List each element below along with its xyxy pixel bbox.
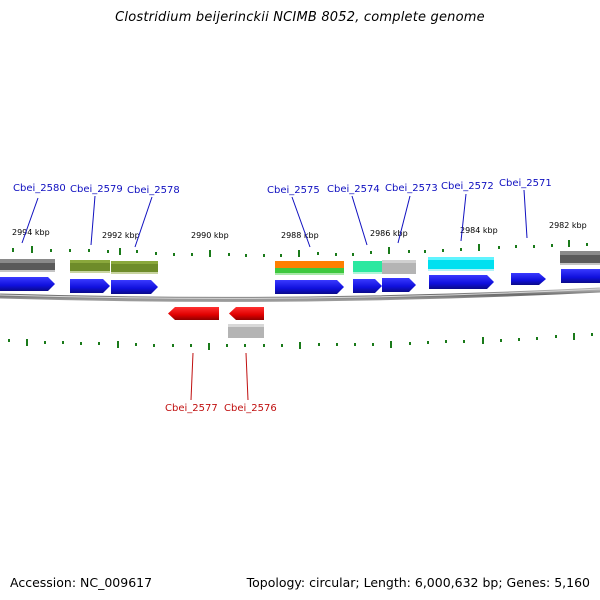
gene-labels-forward: Cbei_2580 Cbei_2579 Cbei_2578 Cbei_2575 … (13, 178, 552, 196)
cds-forward-arrow[interactable] (275, 280, 344, 294)
genome-summary: Topology: circular; Length: 6,000,632 bp… (246, 575, 590, 590)
feature-bar-silver (382, 260, 416, 274)
scale-label: 2990 kbp (191, 231, 229, 240)
label-leader-lines (21, 189, 528, 401)
scale-label: 2994 kbp (12, 228, 50, 237)
cds-forward-arrow[interactable] (111, 280, 158, 294)
feature-bar-orange (275, 261, 344, 268)
scale-label: 2992 kbp (102, 231, 140, 240)
cds-forward-arrow[interactable] (0, 277, 55, 291)
genome-backbone (0, 287, 600, 302)
gene-label[interactable]: Cbei_2575 (267, 185, 320, 196)
gene-label[interactable]: Cbei_2580 (13, 183, 66, 194)
feature-bar-silver (228, 324, 264, 338)
accession-label: Accession: NC_009617 (10, 575, 153, 590)
feature-track-upper (0, 251, 600, 275)
cds-reverse-arrow[interactable] (229, 307, 264, 320)
cds-forward-arrow[interactable] (511, 273, 546, 285)
lower-tick-row (8, 333, 593, 350)
gene-label[interactable]: Cbei_2576 (224, 403, 277, 414)
reverse-cds-track (168, 307, 264, 338)
feature-bar-teal (353, 261, 382, 274)
scale-labels: 2994 kbp 2992 kbp 2990 kbp 2988 kbp 2986… (12, 221, 587, 240)
cds-forward-arrow[interactable] (70, 279, 110, 293)
gene-label[interactable]: Cbei_2573 (385, 183, 438, 194)
map-title: Clostridium beijerinckii NCIMB 8052, com… (115, 10, 485, 25)
gene-labels-reverse: Cbei_2577 Cbei_2576 (165, 403, 277, 414)
gene-label[interactable]: Cbei_2571 (499, 178, 552, 189)
scale-label: 2988 kbp (281, 231, 319, 240)
feature-bar-green (275, 268, 344, 275)
gene-label[interactable]: Cbei_2579 (70, 184, 123, 195)
forward-cds-track (0, 269, 600, 294)
cds-reverse-arrow[interactable] (168, 307, 219, 320)
cds-forward-arrow[interactable] (382, 278, 416, 292)
cds-forward-arrow[interactable] (561, 269, 600, 283)
scale-label: 2986 kbp (370, 229, 408, 238)
gene-label[interactable]: Cbei_2572 (441, 181, 494, 192)
feature-bar-olive (111, 261, 158, 274)
gene-label[interactable]: Cbei_2574 (327, 184, 380, 195)
cds-forward-arrow[interactable] (353, 279, 382, 293)
feature-bar-cyan (428, 257, 494, 271)
feature-bar-olive (70, 260, 110, 273)
scale-label: 2984 kbp (460, 226, 498, 235)
gene-label[interactable]: Cbei_2578 (127, 185, 180, 196)
cds-forward-arrow[interactable] (429, 275, 494, 289)
gene-label[interactable]: Cbei_2577 (165, 403, 218, 414)
upper-tick-row (12, 240, 588, 257)
scale-label: 2982 kbp (549, 221, 587, 230)
